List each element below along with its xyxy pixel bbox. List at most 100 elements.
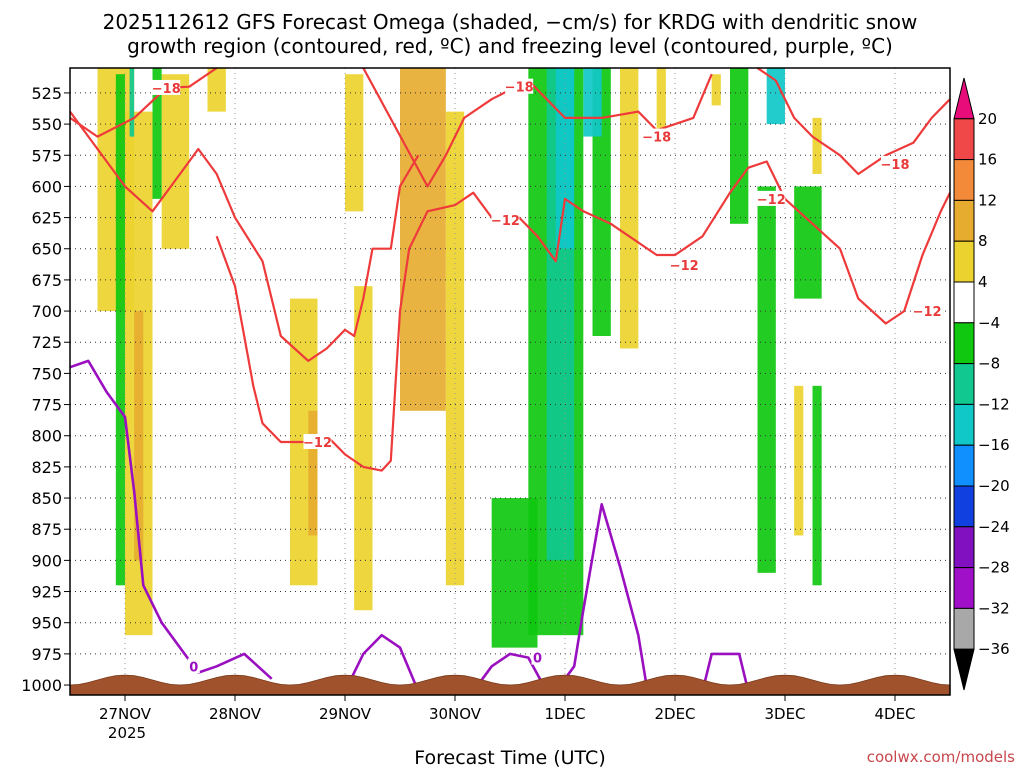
colorbar-label-11: −28	[978, 559, 1010, 577]
contour-label-bg-3	[881, 155, 909, 171]
freezing-contour-zero-1dec	[554, 502, 649, 693]
colorbar-label-8: −16	[978, 436, 1010, 454]
colorbar-swatch-1	[953, 118, 975, 161]
colorbar-swatch-2	[953, 159, 975, 201]
dgz-contour-minus18-right	[756, 67, 951, 176]
xtick-label-2DEC: 2DEC	[654, 705, 695, 723]
omega-shading-layer	[97, 68, 822, 648]
terrain-layer	[69, 674, 951, 696]
contour-label-9: 0	[189, 660, 198, 675]
colorbar-swatch-3	[953, 199, 975, 242]
colorbar-cap-top	[953, 77, 975, 120]
omega-region-7	[400, 68, 446, 411]
colorbar-label-10: −24	[978, 518, 1010, 536]
omega-region-28	[812, 385, 822, 586]
colorbar-swatch-6	[953, 322, 975, 365]
xtick-label-3DEC: 3DEC	[764, 705, 805, 723]
contour-label-2: −18	[642, 131, 671, 146]
contour-label-bg-8	[913, 303, 942, 319]
colorbar-label-0: 20	[978, 110, 997, 128]
freezing-level-contours	[69, 359, 750, 693]
contour-label-6: −12	[757, 193, 786, 208]
omega-region-4	[207, 68, 226, 112]
freezing-contour-zero-2dec	[701, 652, 750, 692]
year-label: 2025	[108, 724, 146, 742]
contour-label-0: −18	[152, 82, 181, 97]
omega-region-15	[812, 117, 822, 174]
freezing-contour-zero-30nov	[472, 652, 548, 693]
ytick-label-875: 875	[31, 520, 62, 539]
contour-label-4: −12	[303, 436, 332, 451]
contour-label-bg-2	[642, 128, 671, 144]
chart-title-line2: growth region (contoured, red, ºC) and f…	[127, 34, 893, 58]
ytick-label-625: 625	[31, 209, 62, 228]
colorbar-label-7: −12	[978, 395, 1010, 413]
xtick-label-27NOV: 27NOV	[99, 705, 152, 723]
credit-link[interactable]: coolwx.com/models	[867, 748, 1015, 766]
ytick-label-775: 775	[31, 396, 62, 415]
ytick-label-1000: 1000	[21, 676, 62, 695]
freezing-contour-zero-mid	[343, 633, 420, 692]
x-axis-ticks: 27NOV 28NOV 29NOV 30NOV 1DEC 2DEC 3DEC 4DEC	[99, 695, 916, 723]
omega-region-11	[620, 68, 639, 349]
ytick-label-950: 950	[31, 614, 62, 633]
omega-region-27	[794, 186, 822, 299]
plot-frame	[69, 67, 951, 696]
omega-region-2	[134, 311, 144, 561]
ytick-label-750: 750	[31, 364, 62, 383]
omega-region-3	[161, 74, 190, 249]
colorbar-swatch-12	[953, 567, 975, 609]
ytick-label-550: 550	[31, 115, 62, 134]
omega-region-26	[757, 186, 776, 573]
ytick-label-800: 800	[31, 427, 62, 446]
xtick-label-1DEC: 1DEC	[544, 705, 585, 723]
contour-label-10: 0	[533, 652, 542, 667]
omega-region-12	[656, 68, 666, 137]
contour-label-bg-1	[505, 78, 534, 94]
contour-label-8: −12	[913, 305, 942, 320]
ytick-label-525: 525	[31, 84, 62, 103]
ytick-label-925: 925	[31, 583, 62, 602]
ytick-label-975: 975	[31, 645, 62, 664]
colorbar-label-1: 16	[978, 151, 997, 169]
omega-region-24	[730, 68, 749, 224]
x-axis-label: Forecast Time (UTC)	[414, 747, 605, 768]
colorbar-label-9: −20	[978, 477, 1010, 495]
colorbar-label-12: −32	[978, 599, 1010, 617]
contour-label-bg-4	[303, 433, 332, 449]
omega-region-6	[354, 286, 373, 611]
ytick-label-650: 650	[31, 240, 62, 259]
colorbar-label-6: −8	[978, 355, 1000, 373]
omega-region-23	[583, 68, 602, 137]
chart-title-line1: 2025112612 GFS Forecast Omega (shaded, −…	[103, 10, 918, 34]
colorbar-label-5: −4	[978, 314, 1000, 332]
colorbar-label-4: 4	[978, 273, 988, 291]
colorbar-swatch-11	[953, 526, 975, 569]
omega-region-29	[491, 498, 538, 648]
ytick-label-900: 900	[31, 551, 62, 570]
y-axis-ticks: 525 550 575 600 625 650 675 700 725 750 775 800 825 8…	[21, 84, 70, 695]
colorbar-swatch-8	[953, 403, 975, 446]
contour-label-bg-10	[531, 649, 544, 665]
contour-label-bg-7	[670, 256, 699, 272]
contour-label-3: −18	[881, 158, 910, 173]
terrain-surface	[69, 674, 951, 696]
omega-region-14	[794, 385, 804, 536]
xtick-label-29NOV: 29NOV	[319, 705, 372, 723]
contour-label-bg-9	[187, 658, 200, 674]
omega-region-18	[129, 68, 135, 137]
contour-label-5: −12	[491, 214, 520, 229]
ytick-label-725: 725	[31, 333, 62, 352]
colorbar-label-3: 8	[978, 232, 988, 250]
colorbar-swatch-10	[953, 485, 975, 528]
ytick-label-850: 850	[31, 489, 62, 508]
ytick-label-575: 575	[31, 146, 62, 165]
omega-region-16	[115, 74, 125, 586]
dgz-contour-minus12-left	[69, 110, 420, 362]
xtick-label-4DEC: 4DEC	[874, 705, 915, 723]
contour-label-bg-0	[152, 79, 181, 95]
freezing-contour-zero-left	[69, 359, 273, 680]
colorbar-label-2: 12	[978, 191, 997, 209]
contour-label-bg-6	[757, 190, 786, 206]
